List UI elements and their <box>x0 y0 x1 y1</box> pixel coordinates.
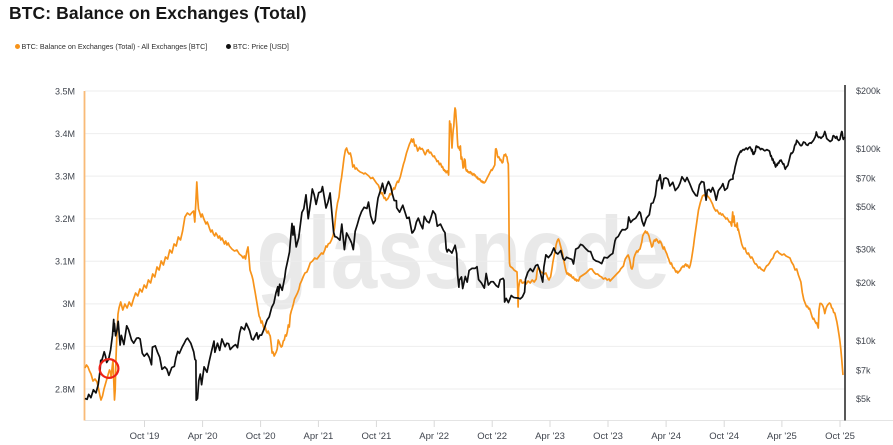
svg-text:$70k: $70k <box>856 174 876 184</box>
svg-text:3.1M: 3.1M <box>55 257 75 267</box>
svg-text:$200k: $200k <box>856 86 881 96</box>
svg-text:2.8M: 2.8M <box>55 384 75 394</box>
svg-text:glassnode: glassnode <box>257 196 670 310</box>
svg-text:$10k: $10k <box>856 336 876 346</box>
svg-text:Apr '22: Apr '22 <box>419 431 449 442</box>
svg-text:Apr '20: Apr '20 <box>188 431 218 442</box>
svg-text:$100k: $100k <box>856 144 881 154</box>
svg-text:2.9M: 2.9M <box>55 342 75 352</box>
svg-text:$20k: $20k <box>856 278 876 288</box>
svg-text:Oct '20: Oct '20 <box>246 431 276 442</box>
svg-text:$7k: $7k <box>856 366 871 376</box>
svg-text:Oct '23: Oct '23 <box>593 431 623 442</box>
svg-text:Oct '25: Oct '25 <box>825 431 855 442</box>
svg-text:3.4M: 3.4M <box>55 129 75 139</box>
svg-text:Oct '22: Oct '22 <box>477 431 507 442</box>
svg-text:Oct '21: Oct '21 <box>361 431 391 442</box>
svg-text:3M: 3M <box>62 299 75 309</box>
svg-text:3.5M: 3.5M <box>55 86 75 96</box>
svg-text:$5k: $5k <box>856 394 871 404</box>
svg-text:$30k: $30k <box>856 244 876 254</box>
svg-text:Apr '24: Apr '24 <box>651 431 681 442</box>
svg-text:Oct '24: Oct '24 <box>709 431 739 442</box>
svg-text:$50k: $50k <box>856 202 876 212</box>
svg-text:3.2M: 3.2M <box>55 214 75 224</box>
svg-text:3.3M: 3.3M <box>55 171 75 181</box>
svg-text:Apr '23: Apr '23 <box>535 431 565 442</box>
svg-text:Apr '21: Apr '21 <box>303 431 333 442</box>
svg-text:Oct '19: Oct '19 <box>130 431 160 442</box>
svg-text:Apr '25: Apr '25 <box>767 431 797 442</box>
